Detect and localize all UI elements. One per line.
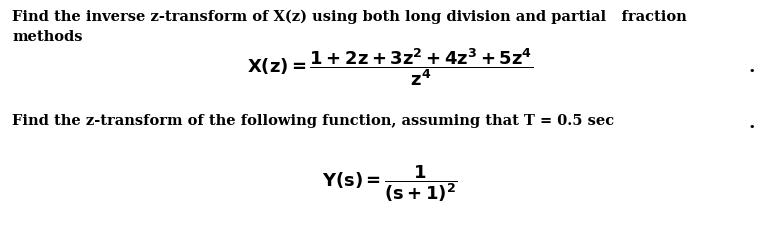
Text: .: . xyxy=(748,114,755,132)
Text: methods: methods xyxy=(12,30,82,44)
Text: .: . xyxy=(748,58,755,76)
Text: $\mathbf{X(z) = \dfrac{1 + 2z + 3z^2 + 4z^3 + 5z^4}{z^4}}$: $\mathbf{X(z) = \dfrac{1 + 2z + 3z^2 + 4… xyxy=(247,46,533,88)
Text: Find the z-transform of the following function, assuming that T = 0.5 sec: Find the z-transform of the following fu… xyxy=(12,114,614,128)
Text: Find the inverse z-transform of X(z) using both long division and partial   frac: Find the inverse z-transform of X(z) usi… xyxy=(12,10,687,24)
Text: $\mathbf{Y(s) = \dfrac{1}{(s + 1)^2}}$: $\mathbf{Y(s) = \dfrac{1}{(s + 1)^2}}$ xyxy=(322,164,458,204)
